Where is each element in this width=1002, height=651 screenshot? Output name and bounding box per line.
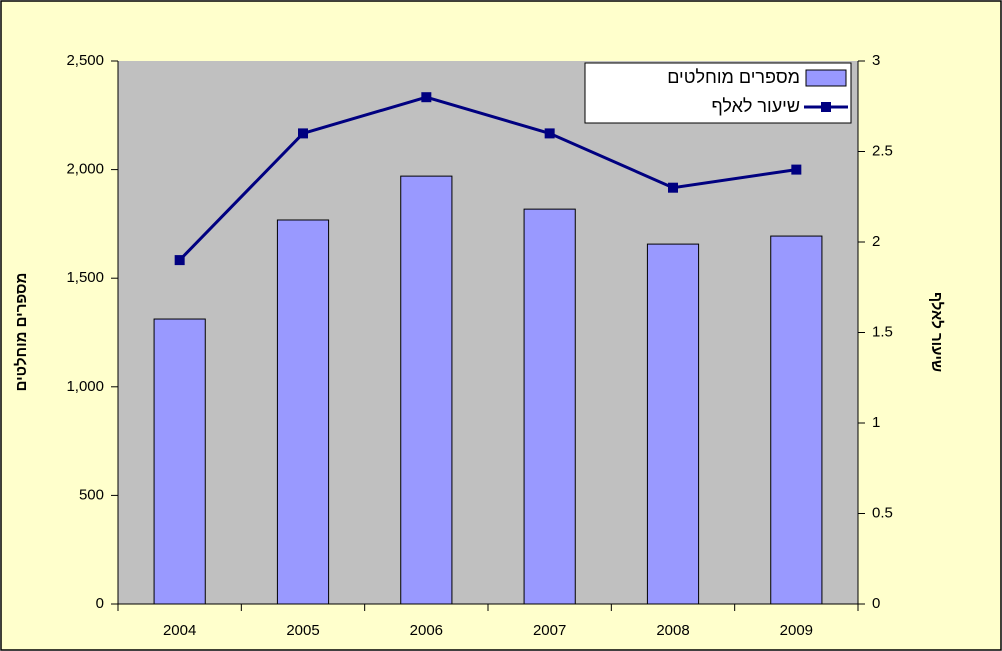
bar bbox=[153, 318, 206, 605]
line bbox=[178, 95, 797, 262]
legend-marker bbox=[821, 102, 831, 112]
bar bbox=[770, 235, 823, 605]
y2-tick-label: 1.5 bbox=[872, 323, 893, 340]
marker bbox=[421, 92, 432, 103]
marker bbox=[791, 164, 802, 175]
y2-axis-title: שיעור לאלף bbox=[928, 292, 945, 372]
y-tick-label: 2,500 bbox=[66, 52, 104, 69]
x-tick-label: 2009 bbox=[780, 622, 813, 639]
y2-tick-label: 0.5 bbox=[872, 504, 893, 521]
y2-tick-label: 3 bbox=[872, 52, 880, 69]
y2-tick-label: 2.5 bbox=[872, 142, 893, 159]
marker bbox=[544, 128, 555, 139]
x-tick-label: 2004 bbox=[163, 622, 196, 639]
y2-tick-label: 2 bbox=[872, 233, 880, 250]
bar bbox=[276, 219, 330, 605]
legend-swatch bbox=[805, 69, 847, 87]
x-tick-label: 2007 bbox=[533, 622, 566, 639]
marker bbox=[174, 255, 185, 266]
bar bbox=[400, 175, 453, 605]
y2-tick-label: 0 bbox=[872, 595, 880, 612]
legend-label: מספרים מוחלטים bbox=[667, 67, 800, 87]
y-tick-label: 1,500 bbox=[66, 269, 104, 286]
marker bbox=[668, 182, 678, 193]
x-tick-label: 2005 bbox=[286, 622, 319, 639]
y-tick-label: 2,000 bbox=[66, 161, 104, 178]
y-tick-label: 1,000 bbox=[66, 378, 104, 395]
x-tick-label: 2008 bbox=[656, 622, 689, 639]
plot-area bbox=[118, 61, 858, 604]
bar bbox=[646, 243, 700, 605]
legend-label: שיעור לאלף bbox=[712, 96, 800, 116]
bar bbox=[523, 208, 576, 605]
y-tick-label: 0 bbox=[96, 595, 104, 612]
y-tick-label: 500 bbox=[79, 486, 104, 503]
marker bbox=[298, 128, 308, 139]
x-tick-label: 2006 bbox=[410, 622, 443, 639]
y2-tick-label: 1 bbox=[872, 414, 880, 431]
y-axis-title: מספרים מוחלטים bbox=[13, 273, 30, 392]
